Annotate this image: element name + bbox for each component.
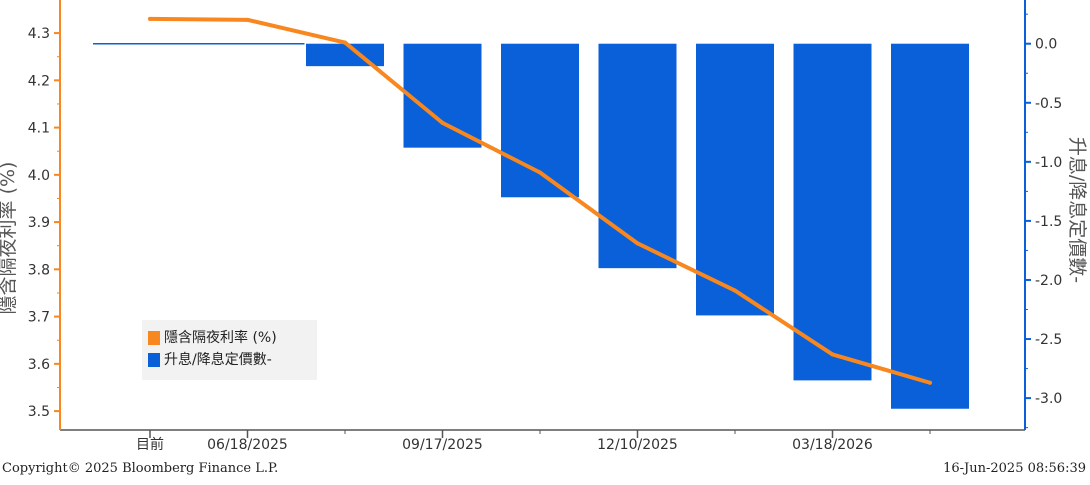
rate-point-7: [830, 352, 835, 357]
rate-point-8: [928, 380, 932, 385]
right-y-axis: 0.0 -0.5 -1.0 -1.5 -2.0 -2.5 -3.0: [1024, 0, 1062, 430]
legend-label-rate: 隱含隔夜利率 (%): [164, 330, 277, 346]
left-tick-label-0: 4.3: [28, 26, 50, 42]
bar-5: [598, 43, 677, 269]
left-tick-label-5: 3.8: [28, 262, 50, 278]
legend: 隱含隔夜利率 (%) 升息/降息定價數-: [142, 320, 317, 380]
bar-3: [403, 43, 482, 148]
left-tick-label-7: 3.6: [28, 357, 50, 373]
x-tick-label-4: 03/18/2026: [792, 437, 873, 453]
legend-item-hikes: 升息/降息定價數-: [148, 350, 272, 370]
legend-label-hikes: 升息/降息定價數-: [164, 352, 272, 368]
x-tick-label-2: 09/17/2025: [402, 437, 483, 453]
timestamp-text: 16-Jun-2025 08:56:39: [943, 461, 1086, 476]
x-axis: 目前 06/18/2025 09/17/2025 12/10/2025 03/18/20…: [136, 430, 931, 453]
right-tick-label-0: 0.0: [1035, 37, 1057, 53]
right-tick-label-3: -1.5: [1035, 214, 1062, 230]
legend-item-rate: 隱含隔夜利率 (%): [148, 328, 277, 348]
left-tick-label-2: 4.1: [28, 121, 50, 137]
legend-swatch-rate: [148, 331, 160, 345]
rate-point-2: [343, 40, 347, 45]
right-axis-title: 升息/降息定價數-: [1066, 137, 1088, 283]
left-y-axis: 4.3 4.2 4.1 4.0 3.9 3.8 3.7 3.6 3.5: [28, 0, 61, 430]
left-tick-label-1: 4.2: [28, 73, 50, 89]
rate-point-0: [148, 16, 152, 21]
left-tick-label-4: 3.9: [28, 215, 50, 231]
copyright-text: Copyright© 2025 Bloomberg Finance L.P.: [2, 461, 279, 476]
rate-point-6: [733, 288, 737, 293]
x-tick-label-3: 12/10/2025: [597, 437, 678, 453]
x-tick-label-0: 目前: [136, 436, 164, 453]
bar-series: [93, 42, 969, 409]
left-tick-label-3: 4.0: [28, 168, 50, 184]
right-tick-label-1: -0.5: [1035, 96, 1062, 112]
x-tick-label-1: 06/18/2025: [207, 437, 288, 453]
right-tick-label-4: -2.0: [1035, 273, 1062, 289]
left-tick-label-8: 3.5: [28, 404, 50, 420]
right-tick-label-5: -2.5: [1035, 332, 1062, 348]
rate-point-5: [635, 241, 640, 246]
rate-point-3: [440, 120, 445, 125]
left-tick-label-6: 3.7: [28, 310, 50, 326]
rate-point-1: [245, 17, 250, 22]
left-axis-title: 隱含隔夜利率 (%): [0, 162, 19, 315]
bar-7: [793, 43, 872, 381]
legend-swatch-hikes: [148, 353, 160, 367]
rate-point-4: [538, 170, 542, 175]
right-tick-label-6: -3.0: [1035, 391, 1062, 407]
right-tick-label-2: -1.0: [1035, 155, 1062, 171]
bar-8: [891, 43, 969, 409]
bar-6: [696, 43, 774, 316]
line-series: [148, 16, 932, 385]
